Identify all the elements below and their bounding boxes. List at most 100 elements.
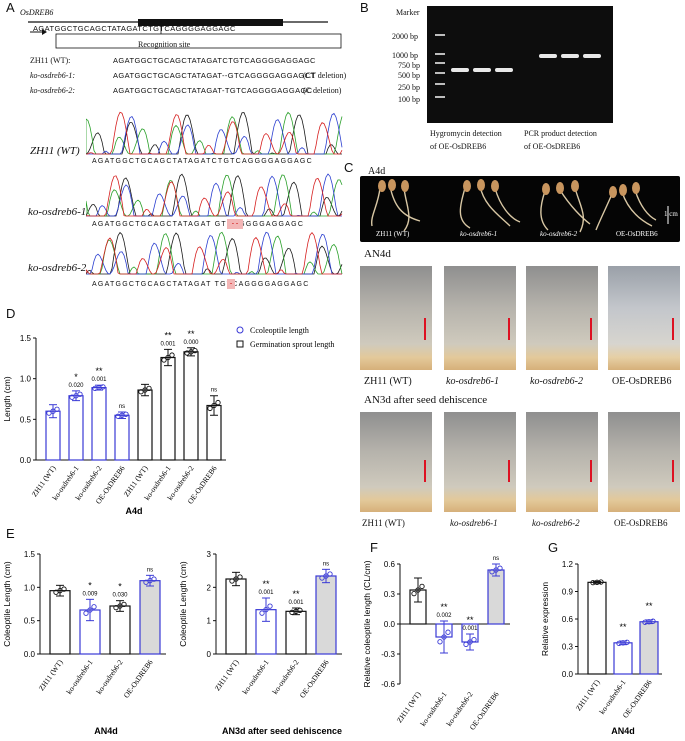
recognition-site-label: Recognition site [138,40,191,49]
chart-d-y-tick-label: 0.5 [20,415,32,424]
chart-f-y-label: Relative coleoptile length (CL/cm) [362,560,372,687]
chart-e-right-point [297,607,303,613]
chart-d-significance: * [74,372,78,382]
top-sequence: AGATGGCTGCAGCTATAGATCTGTCAGGGGAGGAGC [33,24,236,33]
gel-caption-2: PCR product detection [524,129,597,138]
chart-e-right-point [259,610,265,616]
chart-g-y-tick-label: 0.3 [562,643,574,652]
panel-g-letter: G [548,540,559,555]
chart-f-point [437,639,443,645]
chart-d-significance: ** [164,330,172,340]
seq-row-wt-name: ZH11 (WT): [30,56,71,65]
chart-e-right-y-tick-label: 1 [207,617,212,626]
chart-e-right-bar [225,578,247,655]
chart-e-left-point [83,610,89,616]
chart-f-point [411,590,417,597]
ladder-100: 100 bp [398,95,420,104]
a4d-label-wt: ZH11 (WT) [376,230,410,238]
chart-e-right-x-tick-label: ko-osdreb6-2 [270,658,300,696]
chart-d-point [169,352,175,358]
an3d-label-ko2: ko-osdreb6-2 [532,518,580,528]
chromatogram-trace [86,231,342,275]
chart-e-right-significance: ** [262,579,270,589]
ladder-2000: 2000 bp [392,32,418,41]
chart-f-p-value: 0.002 [436,613,452,619]
chart-e-right-significance: ** [292,589,300,599]
chart-d-point [123,411,129,417]
chart-d-point [50,408,56,414]
chart-e-right-p-value: 0.001 [288,600,304,606]
panel-b-letter: B [360,0,369,15]
chart-e-left-x-tick-label: ko-osdreb6-1 [64,658,94,696]
chart-d-p-value: ns [211,388,217,394]
chart-d-bar [137,389,153,461]
chart-f-y-tick-label: 0.3 [384,590,396,599]
chrom-label-wt: ZH11 (WT) [30,145,80,157]
chart-f-point [445,629,451,635]
chromatogram-trace [86,111,343,155]
chart-e-right-x-tick-label: ko-osdreb6-1 [240,658,270,696]
chart-f-point [471,636,477,643]
chart-d-significance: ** [95,366,103,376]
an4d-label: AN4d [364,248,391,260]
chart-e-right-x-label: AN3d after seed dehiscence [222,726,342,736]
chart-g-y-tick-label: 1.2 [562,560,574,569]
chart-d-point [211,402,217,409]
chart-e-right-point [323,573,329,579]
chart-d-y-tick-label: 1.5 [20,334,32,343]
ladder-1000: 1000 bp [392,51,418,60]
chart-d-point [192,347,198,354]
chart-e-right-point [267,603,273,609]
gene-label: OsDREB6 [20,8,54,17]
chart-e-left-point [151,576,157,582]
ladder-250: 250 bp [398,83,420,92]
chart-e-left-bar [49,590,71,655]
chart-d-p-value: 0.020 [68,383,84,389]
chart-e-right-y-label: Coleoptile Length (cm) [178,561,188,647]
chart-f-significance: ** [466,615,474,625]
an3d-tube-oe [608,412,680,512]
gel-image [427,6,613,123]
chart-e-right-p-value: ns [323,561,329,567]
an4d-label-ko1: ko-osdreb6-1 [446,376,499,387]
seq-row-ko1-name: ko-osdreb6-1: [30,71,76,80]
gel-caption-2b: of OE-OsDREB6 [524,142,581,151]
chart-d-bar [114,414,130,461]
chart-e-right-point [263,607,269,613]
chart-d-y-label: Length (cm) [2,376,12,422]
chart-e-left-p-value: 0.009 [82,591,98,597]
chart-d-point [215,399,221,406]
chart-e-right-x-tick-label: OE-OsDREB6 [298,658,331,700]
panel-e-letter: E [6,526,15,541]
an4d-tube-ko2 [526,266,598,370]
chrom-seq-ko1: AGATGGCTGCAGCTATAGAT GTCAGGGGAGGAGC [92,221,305,228]
gel-caption-1: Hygromycin detection [430,129,502,138]
chart-g-bar [587,581,607,675]
chart-e-left-x-tick-label: OE-OsDREB6 [122,658,155,700]
an3d-label-ko1: ko-osdreb6-1 [450,518,498,528]
chart-e-right-bar [315,575,337,655]
panel-a-letter: A [6,0,15,15]
chart-g-significance: ** [645,601,653,611]
chart-e-left-point [61,586,67,592]
a4d-label-ko1: ko-osdreb6-1 [460,230,498,238]
legend-label-sprout: Germination sprout length [250,340,334,349]
chart-e-right-x-tick-label: ZH11 (WT) [213,658,241,693]
seq-row-ko1: AGATGGCTGCAGCTATAGAT--GTCAGGGGAGGAGCT [113,71,316,80]
chart-f-x-tick-label: ZH11 (WT) [395,690,423,725]
an4d-label-ko2: ko-osdreb6-2 [530,376,583,387]
chart-e-left-y-tick-label: 1.0 [24,583,36,592]
chart-e-right-point [319,575,325,581]
chart-f-bar [487,569,505,625]
chart-f-y-tick-label: -0.3 [381,650,395,659]
chromatogram-trace [86,173,343,217]
chart-d-bar [160,356,176,461]
chart-f-y-tick-label: 0.0 [384,620,396,629]
deletion-mark-ko1: - - [227,219,243,229]
chart-e-left-x-tick-label: ko-osdreb6-2 [94,658,124,696]
chart-e-right-point [237,574,243,580]
chrom-label-ko2: ko-osdreb6-2 [28,262,87,274]
a4d-scale-label: 1 cm [664,210,678,218]
